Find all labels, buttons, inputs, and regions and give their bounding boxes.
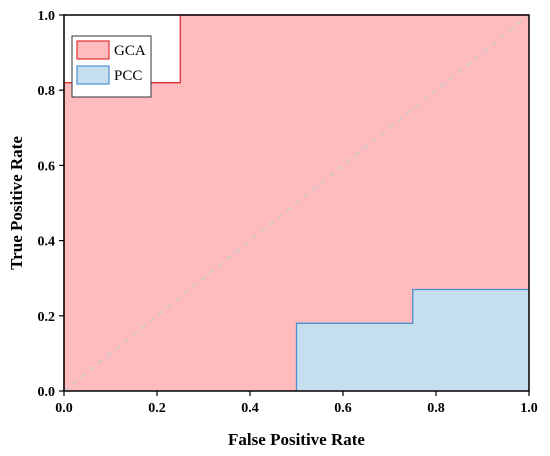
y-tick-label: 0.8	[38, 84, 56, 99]
y-tick-label: 0.4	[38, 235, 56, 250]
legend-swatch-gca	[76, 40, 110, 60]
x-tick-label: 0.8	[427, 401, 445, 416]
legend-label-gca: GCA	[114, 43, 146, 59]
series-line-pcc	[295, 288, 529, 391]
legend: GCA PCC	[71, 35, 152, 98]
x-tick-label: 1.0	[520, 401, 538, 416]
y-tick-label: 0.2	[38, 310, 56, 325]
legend-label-pcc: PCC	[114, 68, 142, 84]
y-axis-title: True Positive Rate	[7, 136, 26, 270]
plot-area	[63, 14, 530, 392]
x-axis-title: False Positive Rate	[228, 430, 365, 449]
legend-swatch-pcc	[76, 65, 110, 85]
y-tick-label: 1.0	[38, 9, 56, 24]
y-tick-label: 0.6	[38, 159, 56, 174]
series-area-pcc	[296, 289, 529, 391]
plot-frame	[63, 14, 530, 392]
axes: 0.0 0.2 0.4 0.6 0.8 1.0 0.0 0.2 0.4 0.6 0.8 1.0	[38, 9, 538, 416]
x-tick-label: 0.2	[148, 401, 166, 416]
x-tick-label: 0.0	[55, 401, 73, 416]
x-tick-label: 0.4	[241, 401, 259, 416]
y-tick-label: 0.0	[38, 385, 56, 400]
reference-diagonal	[63, 14, 530, 392]
x-tick-label: 0.6	[334, 401, 352, 416]
